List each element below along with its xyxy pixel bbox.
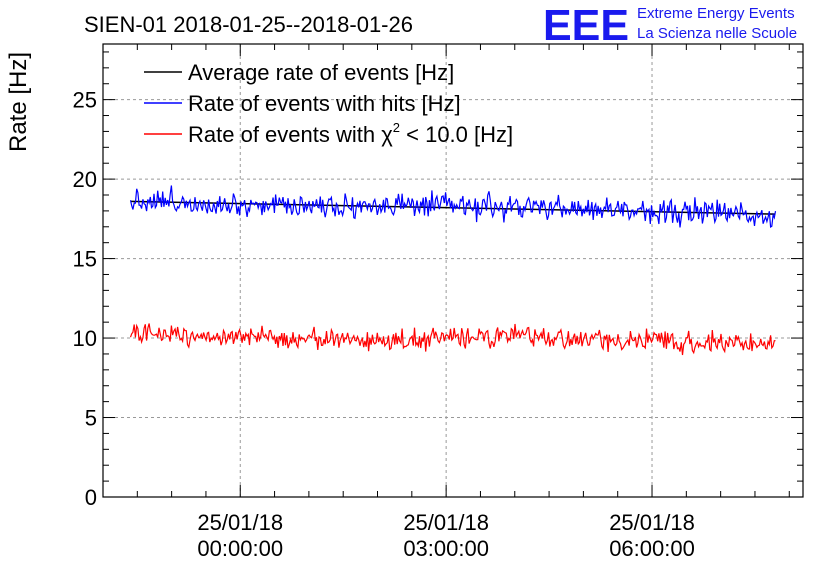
legend-label-hits: Rate of events with hits [Hz] <box>188 91 461 116</box>
logo-line1: Extreme Energy Events <box>637 5 795 22</box>
series-line-1 <box>129 185 777 228</box>
x-tick-date-2: 25/01/18 <box>609 510 695 535</box>
legend-chi2-sup: 2 <box>393 120 400 135</box>
chart-title: SIEN-01 2018-01-25--2018-01-26 <box>84 12 413 37</box>
y-tick-label-2: 10 <box>73 326 97 351</box>
y-tick-label-5: 25 <box>73 88 97 113</box>
x-tick-date-1: 25/01/18 <box>403 510 489 535</box>
y-axis-label: Rate [Hz] <box>5 52 32 152</box>
legend-label-average: Average rate of events [Hz] <box>188 60 454 85</box>
eee-logo: EEE Extreme Energy Events La Scienza nel… <box>543 1 797 50</box>
plot-frame <box>102 43 804 498</box>
logo-line2: La Scienza nelle Scuole <box>637 25 797 42</box>
x-tick-time-0: 00:00:00 <box>197 536 283 561</box>
y-tick-label-0: 0 <box>85 485 97 510</box>
x-tick-time-2: 06:00:00 <box>609 536 695 561</box>
legend-label-chi2: Rate of events with χ2 < 10.0 [Hz] <box>188 120 513 147</box>
x-tick-time-1: 03:00:00 <box>403 536 489 561</box>
x-tick-date-0: 25/01/18 <box>197 510 283 535</box>
axes: 051015202525/01/1800:00:0025/01/1803:00:… <box>73 43 804 561</box>
legend: Average rate of events [Hz] Rate of even… <box>144 60 513 147</box>
y-tick-label-3: 15 <box>73 247 97 272</box>
legend-chi2-symbol: χ <box>381 122 393 147</box>
legend-chi2-prefix: Rate of events with <box>188 122 381 147</box>
logo-mark: EEE <box>543 1 629 50</box>
plot-series <box>129 185 777 356</box>
series-line-2 <box>129 323 776 356</box>
legend-chi2-suffix: < 10.0 [Hz] <box>400 122 513 147</box>
y-tick-label-1: 5 <box>85 406 97 431</box>
y-tick-label-4: 20 <box>73 167 97 192</box>
